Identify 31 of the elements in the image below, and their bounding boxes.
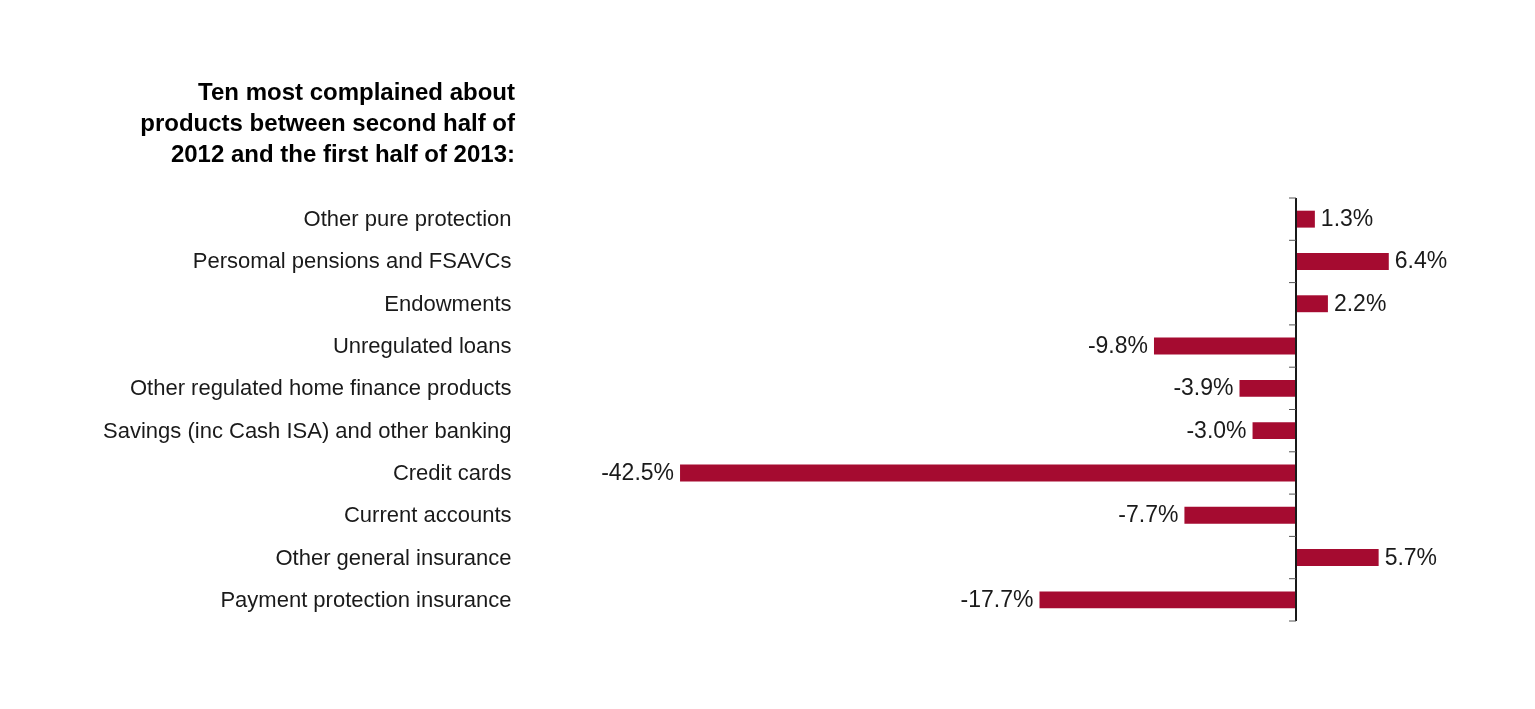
y-tick-label: Other general insurance [275, 544, 512, 570]
data-label: -3.0% [1186, 416, 1247, 443]
y-tick-label: Savings (inc Cash ISA) and other banking [103, 417, 512, 443]
bar [1296, 252, 1389, 270]
bar [680, 464, 1297, 482]
data-label: -3.9% [1173, 374, 1234, 401]
y-tick-label: Payment protection insurance [220, 586, 512, 612]
bar [1296, 295, 1328, 313]
text: Ten most complained about products between second half of 2012 and the first half of 2013: [140, 78, 516, 168]
y-tick-label: Persomal pensions and FSAVCs [192, 248, 512, 274]
data-label: -9.8% [1087, 332, 1148, 359]
y-tick-label: Endowments [384, 290, 512, 316]
data-label: -42.5% [601, 458, 675, 485]
y-tick-label: Other pure protection [303, 206, 512, 232]
data-label: -7.7% [1118, 501, 1179, 528]
data-label: 1.3% [1320, 205, 1374, 232]
bar [1184, 506, 1297, 524]
y-tick-label: Other regulated home finance products [129, 375, 512, 401]
data-label: -17.7% [960, 585, 1034, 612]
bar [1252, 422, 1297, 440]
bar [1153, 337, 1297, 355]
y-tick-label: Current accounts [343, 502, 512, 528]
bar [1039, 591, 1297, 609]
bar [1296, 210, 1315, 228]
data-label: 5.7% [1384, 543, 1438, 570]
data-label: 6.4% [1394, 247, 1448, 274]
bar [1239, 379, 1297, 397]
bar [1296, 549, 1379, 567]
y-tick-label: Unregulated loans [332, 333, 512, 359]
data-label: 2.2% [1333, 289, 1387, 316]
y-tick-label: Credit cards [392, 459, 512, 485]
